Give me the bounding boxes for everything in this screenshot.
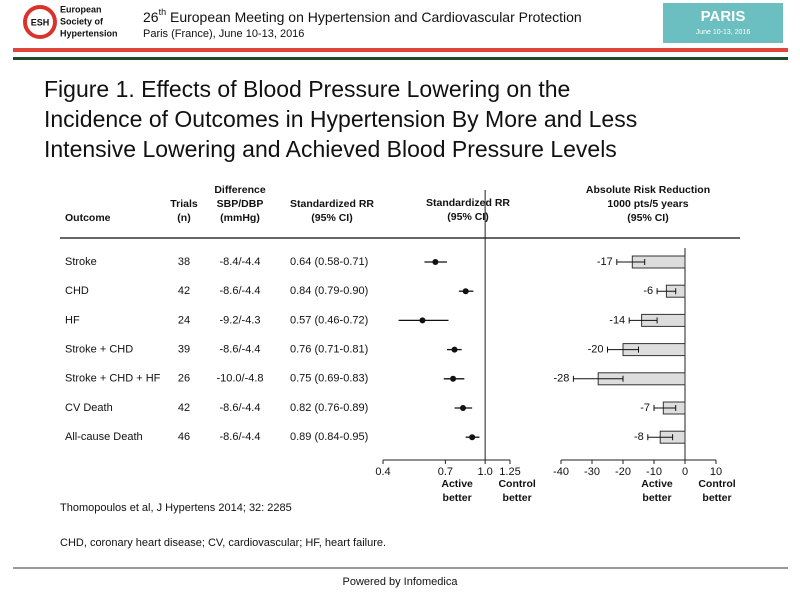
direction-label: Control	[698, 478, 735, 490]
trials: 38	[178, 256, 190, 268]
rr-text: 0.75 (0.69-0.83)	[290, 373, 368, 385]
tick-label: 0	[682, 466, 688, 478]
rr-point	[460, 405, 467, 411]
arr-label: -8	[634, 431, 644, 443]
outcome: Stroke	[65, 256, 97, 268]
column-header: (95% CI)	[627, 212, 668, 224]
column-header: Outcome	[65, 212, 111, 224]
logo-text: European	[60, 4, 102, 14]
column-header: (95% CI)	[311, 212, 352, 224]
arr-label: -17	[597, 256, 613, 268]
difference: -8.4/-4.4	[220, 256, 261, 268]
meeting-suffix: th	[159, 7, 167, 17]
rr-text: 0.84 (0.79-0.90)	[290, 285, 368, 297]
rr-point	[469, 434, 476, 441]
column-header: Absolute Risk Reduction	[586, 184, 710, 196]
outcome: CHD	[65, 285, 89, 297]
trials: 46	[178, 431, 190, 443]
arr-label: -6	[643, 285, 653, 297]
tick-label: -40	[553, 466, 569, 478]
arr-label: -14	[609, 314, 625, 326]
rr-point	[451, 346, 458, 353]
arr-label: -7	[640, 402, 650, 414]
column-header: 1000 pts/5 years	[607, 198, 688, 210]
rr-text: 0.82 (0.76-0.89)	[290, 402, 368, 414]
outcome: Stroke + CHD	[65, 344, 133, 356]
trials: 42	[178, 402, 190, 414]
arr-label: -20	[588, 344, 604, 356]
title-line: Figure 1. Effects of Blood Pressure Lowe…	[44, 76, 570, 102]
trials: 42	[178, 285, 190, 297]
tick-label: 0.7	[438, 466, 453, 478]
column-header: Standardized RR	[290, 198, 374, 210]
outcome: Stroke + CHD + HF	[65, 373, 161, 385]
direction-label: Active	[441, 478, 473, 490]
rr-point	[419, 317, 426, 324]
arr-label: -28	[553, 373, 569, 385]
rr-text: 0.76 (0.71-0.81)	[290, 344, 368, 356]
tick-label: 0.4	[375, 466, 390, 478]
meeting-location: Paris (France), June 10-13, 2016	[143, 28, 304, 40]
tick-label: -10	[646, 466, 662, 478]
direction-label: Control	[498, 478, 535, 490]
logo-abbr: ESH	[31, 17, 50, 27]
tick-label: 10	[710, 466, 722, 478]
difference: -8.6/-4.4	[220, 285, 261, 297]
outcome: All-cause Death	[65, 431, 143, 443]
column-header: Standardized RR	[426, 197, 510, 209]
direction-label: better	[443, 492, 472, 504]
rr-point	[450, 375, 457, 382]
title-line: Intensive Lowering and Achieved Blood Pr…	[44, 136, 617, 162]
trials: 24	[178, 314, 190, 326]
tick-label: -30	[584, 466, 600, 478]
title-line: Incidence of Outcomes in Hypertension By…	[44, 106, 637, 132]
direction-label: better	[642, 492, 671, 504]
tick-label: -20	[615, 466, 631, 478]
column-header: Difference	[214, 184, 266, 196]
difference: -8.6/-4.4	[220, 431, 261, 443]
header-rule-red	[13, 48, 788, 52]
column-header: Trials	[170, 198, 198, 210]
paris-badge	[663, 3, 783, 43]
logo-text: Society of	[60, 16, 104, 26]
header-rule-green	[13, 57, 788, 60]
rr-point	[432, 259, 439, 265]
logo-text: Hypertension	[60, 28, 118, 38]
column-header: SBP/DBP	[217, 198, 264, 210]
direction-label: Active	[641, 478, 673, 490]
logo-ring	[23, 5, 57, 39]
meeting-title: 26th European Meeting on Hypertension an…	[143, 7, 582, 24]
trials: 39	[178, 344, 190, 356]
outcome: CV Death	[65, 402, 113, 414]
outcome: HF	[65, 314, 80, 326]
footer: Powered by Infomedica	[343, 576, 459, 588]
abbreviations: CHD, coronary heart disease; CV, cardiov…	[60, 537, 386, 549]
column-header: (mmHg)	[220, 212, 260, 224]
difference: -8.6/-4.4	[220, 402, 261, 414]
direction-label: better	[702, 492, 731, 504]
column-header: (n)	[177, 212, 190, 224]
rr-text: 0.64 (0.58-0.71)	[290, 256, 368, 268]
difference: -8.6/-4.4	[220, 344, 261, 356]
difference: -9.2/-4.3	[220, 314, 261, 326]
meeting-number: 26	[143, 9, 159, 25]
rr-text: 0.57 (0.46-0.72)	[290, 314, 368, 326]
meeting-rest: European Meeting on Hypertension and Car…	[166, 9, 582, 25]
tick-label: 1.0	[477, 466, 492, 478]
rr-text: 0.89 (0.84-0.95)	[290, 431, 368, 443]
citation: Thomopoulos et al, J Hypertens 2014; 32:…	[60, 502, 292, 514]
badge-text: PARIS	[701, 8, 746, 25]
rr-point	[462, 288, 469, 295]
column-header: (95% CI)	[447, 211, 488, 223]
badge-sub: June 10-13, 2016	[696, 29, 751, 36]
trials: 26	[178, 373, 190, 385]
direction-label: better	[503, 492, 532, 504]
difference: -10.0/-4.8	[216, 373, 263, 385]
tick-label: 1.25	[499, 466, 520, 478]
